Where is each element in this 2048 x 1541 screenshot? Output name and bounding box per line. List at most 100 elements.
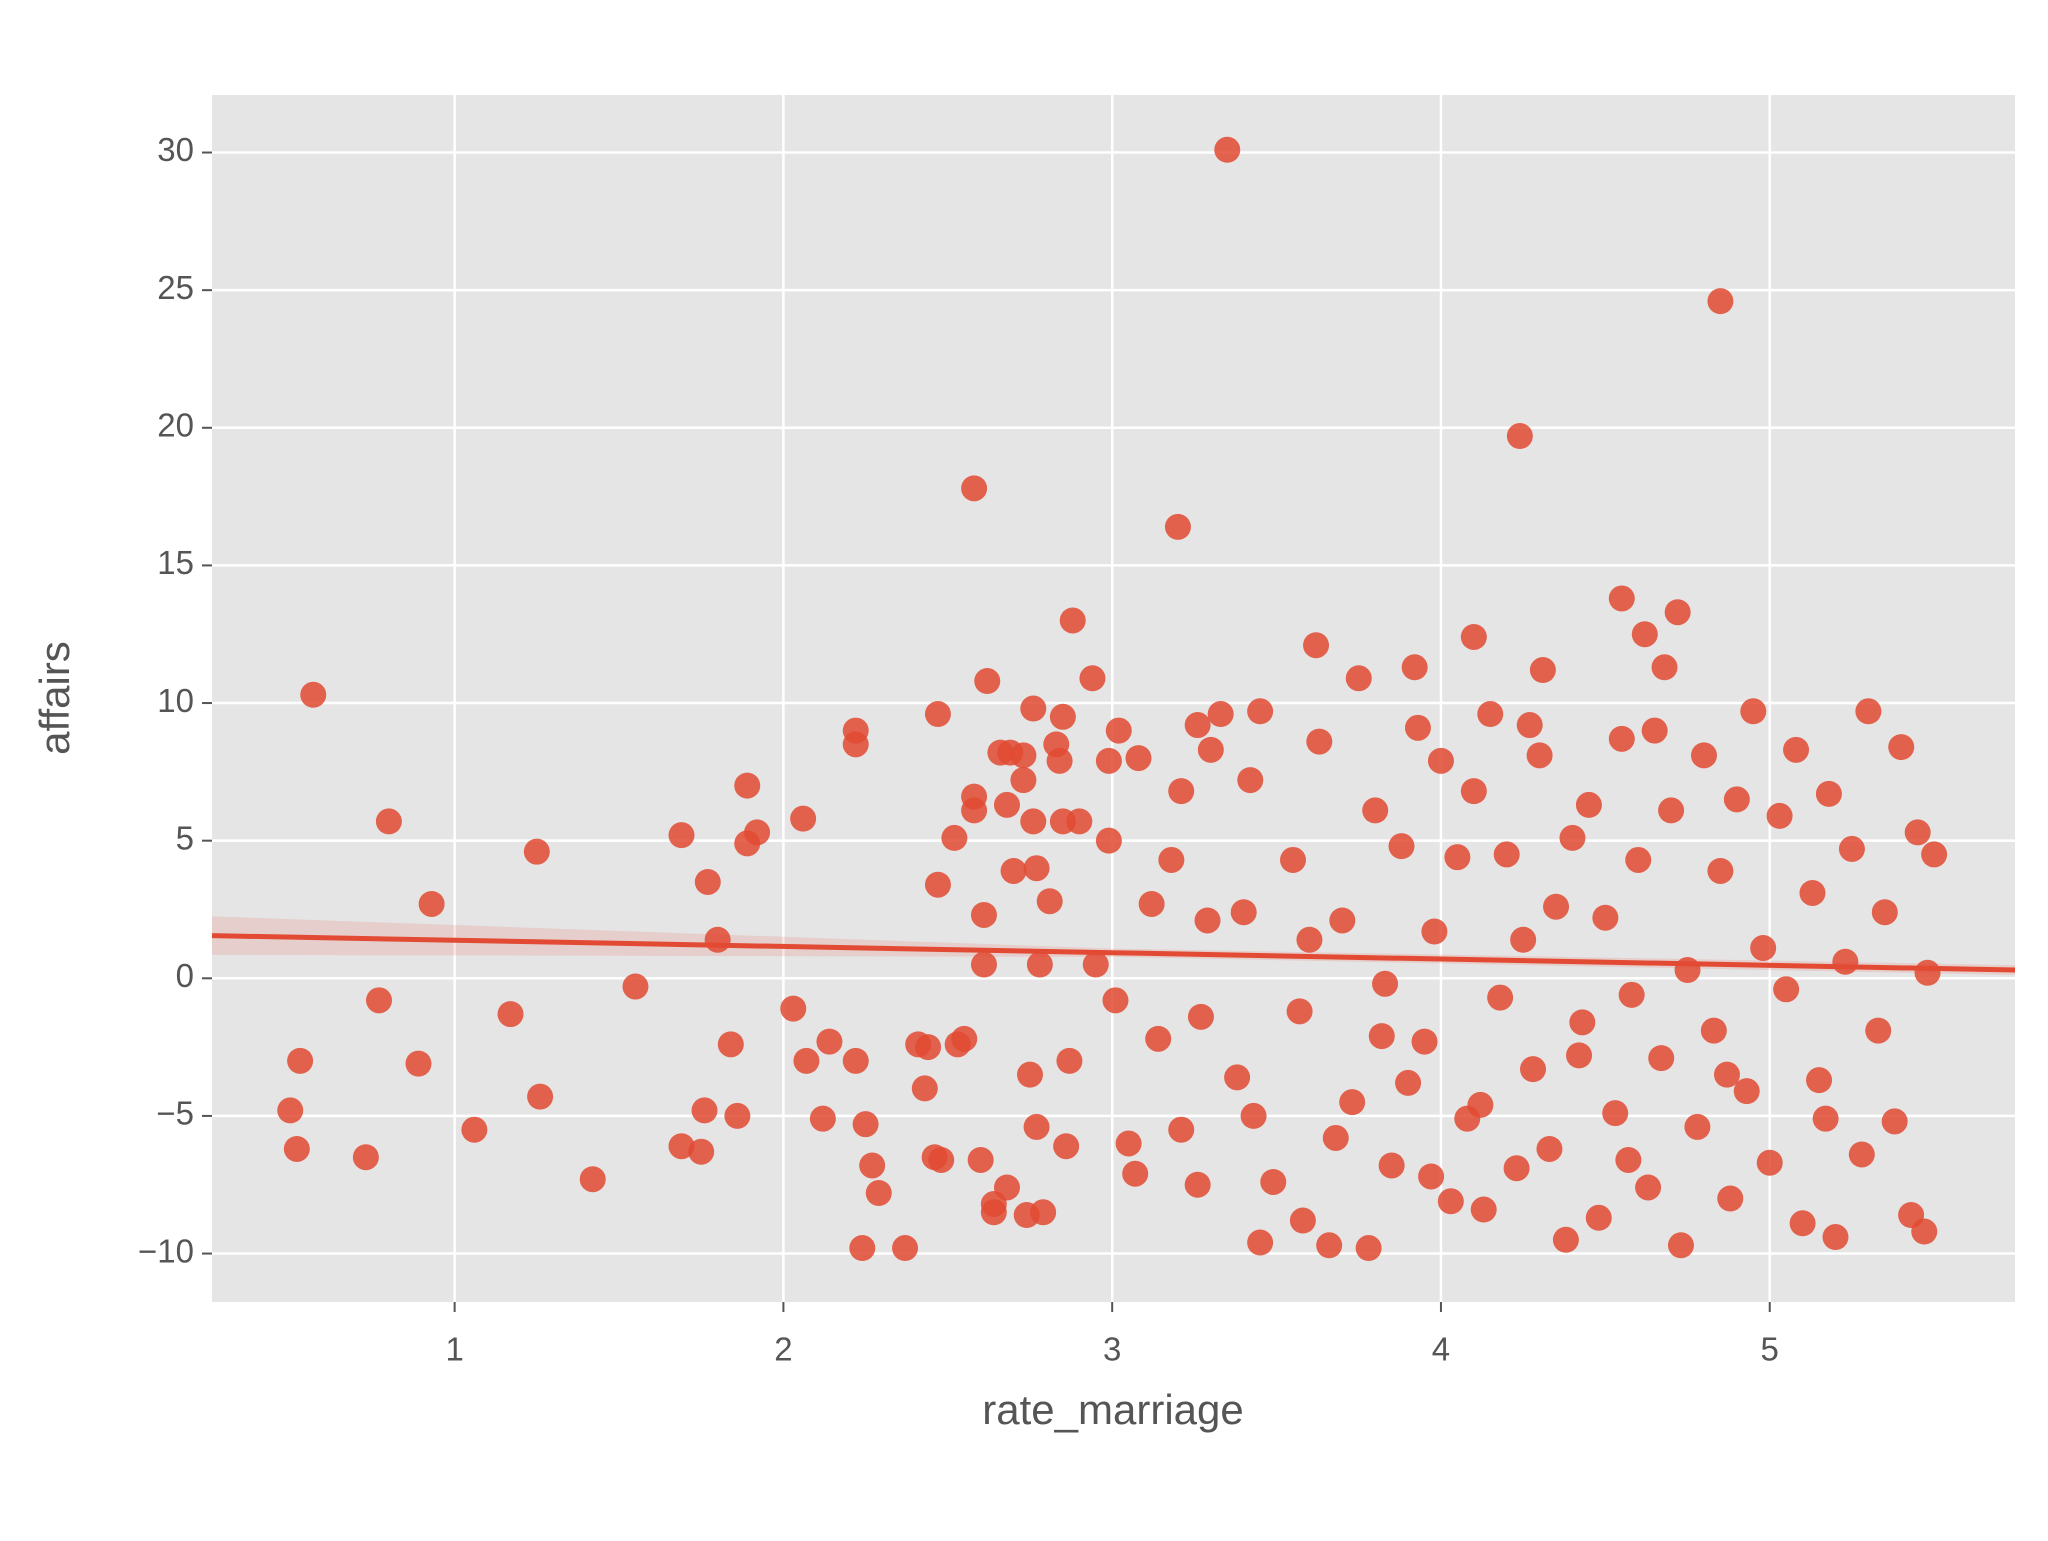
point (859, 1152, 886, 1179)
point (1411, 1028, 1438, 1055)
point (1911, 1218, 1938, 1245)
point (1740, 698, 1767, 725)
point (1838, 835, 1865, 862)
point (1904, 819, 1931, 846)
point (1421, 918, 1448, 945)
x-tick-label: 4 (1432, 1331, 1450, 1368)
point (1707, 288, 1734, 315)
point (1053, 1133, 1080, 1160)
point (1168, 1116, 1195, 1143)
point (790, 805, 817, 832)
point (1184, 1171, 1211, 1198)
point (1506, 423, 1533, 450)
point (1733, 1078, 1760, 1105)
point (1418, 1163, 1445, 1190)
point (1526, 742, 1553, 769)
point (1286, 998, 1313, 1025)
point (1046, 747, 1073, 774)
point (1368, 1023, 1395, 1050)
point (1713, 1061, 1740, 1088)
point (1095, 827, 1122, 854)
point (1237, 767, 1264, 794)
point (1280, 846, 1307, 873)
point (1401, 654, 1428, 681)
point (688, 1138, 715, 1165)
point (1372, 970, 1399, 997)
y-axis-label: affairs (31, 641, 78, 755)
point (1881, 1108, 1908, 1135)
point (1750, 935, 1777, 962)
point (1467, 1091, 1494, 1118)
point (924, 701, 951, 728)
point (849, 1235, 876, 1262)
point (915, 1034, 942, 1061)
point (1641, 717, 1668, 744)
point (1631, 621, 1658, 648)
point (1806, 1067, 1833, 1094)
point (1477, 701, 1504, 728)
point (1756, 1149, 1783, 1176)
point (1684, 1113, 1711, 1140)
point (1010, 767, 1037, 794)
point (1395, 1069, 1422, 1096)
y-tick-label: 20 (157, 407, 194, 444)
point (1615, 1146, 1642, 1173)
point (1437, 1188, 1464, 1215)
y-tick-label: 5 (176, 819, 194, 856)
point (1667, 1232, 1694, 1259)
point (405, 1050, 432, 1077)
point (1240, 1102, 1267, 1129)
regression-line (211, 933, 2016, 973)
point (1260, 1168, 1287, 1195)
point (1066, 808, 1093, 835)
point (277, 1097, 304, 1124)
point (1082, 951, 1109, 978)
point (1635, 1174, 1662, 1201)
point (1329, 907, 1356, 934)
point (1059, 607, 1086, 634)
point (691, 1097, 718, 1124)
point (924, 871, 951, 898)
point (1079, 665, 1106, 692)
point (793, 1047, 820, 1074)
y-tick-label: 15 (157, 544, 194, 581)
point (1493, 841, 1520, 868)
point (300, 681, 327, 708)
point (1700, 1017, 1727, 1044)
point (1224, 1064, 1251, 1091)
point (1470, 1196, 1497, 1223)
point (1355, 1235, 1382, 1262)
point (1207, 701, 1234, 728)
point (1608, 585, 1635, 612)
point (1056, 1047, 1083, 1074)
point (1543, 893, 1570, 920)
point (287, 1047, 314, 1074)
point (1592, 904, 1619, 931)
point (1026, 951, 1053, 978)
point (911, 1075, 938, 1102)
point (375, 808, 402, 835)
point (668, 1133, 695, 1160)
y-tick-label: 30 (157, 131, 194, 168)
point (734, 772, 761, 799)
x-tick-label: 1 (445, 1331, 463, 1368)
point (1575, 791, 1602, 818)
point (1296, 926, 1323, 953)
point (1766, 802, 1793, 829)
point (1865, 1017, 1892, 1044)
point (1197, 736, 1224, 763)
y-tick-label: −5 (156, 1095, 194, 1132)
point (1322, 1124, 1349, 1151)
point (1184, 712, 1211, 739)
point (1164, 513, 1191, 540)
point (1306, 728, 1333, 755)
point (951, 1025, 978, 1052)
point (1194, 907, 1221, 934)
point (865, 1179, 892, 1206)
point (694, 868, 721, 895)
point (1247, 698, 1274, 725)
point (1921, 841, 1948, 868)
point (1000, 857, 1027, 884)
point (724, 1102, 751, 1129)
